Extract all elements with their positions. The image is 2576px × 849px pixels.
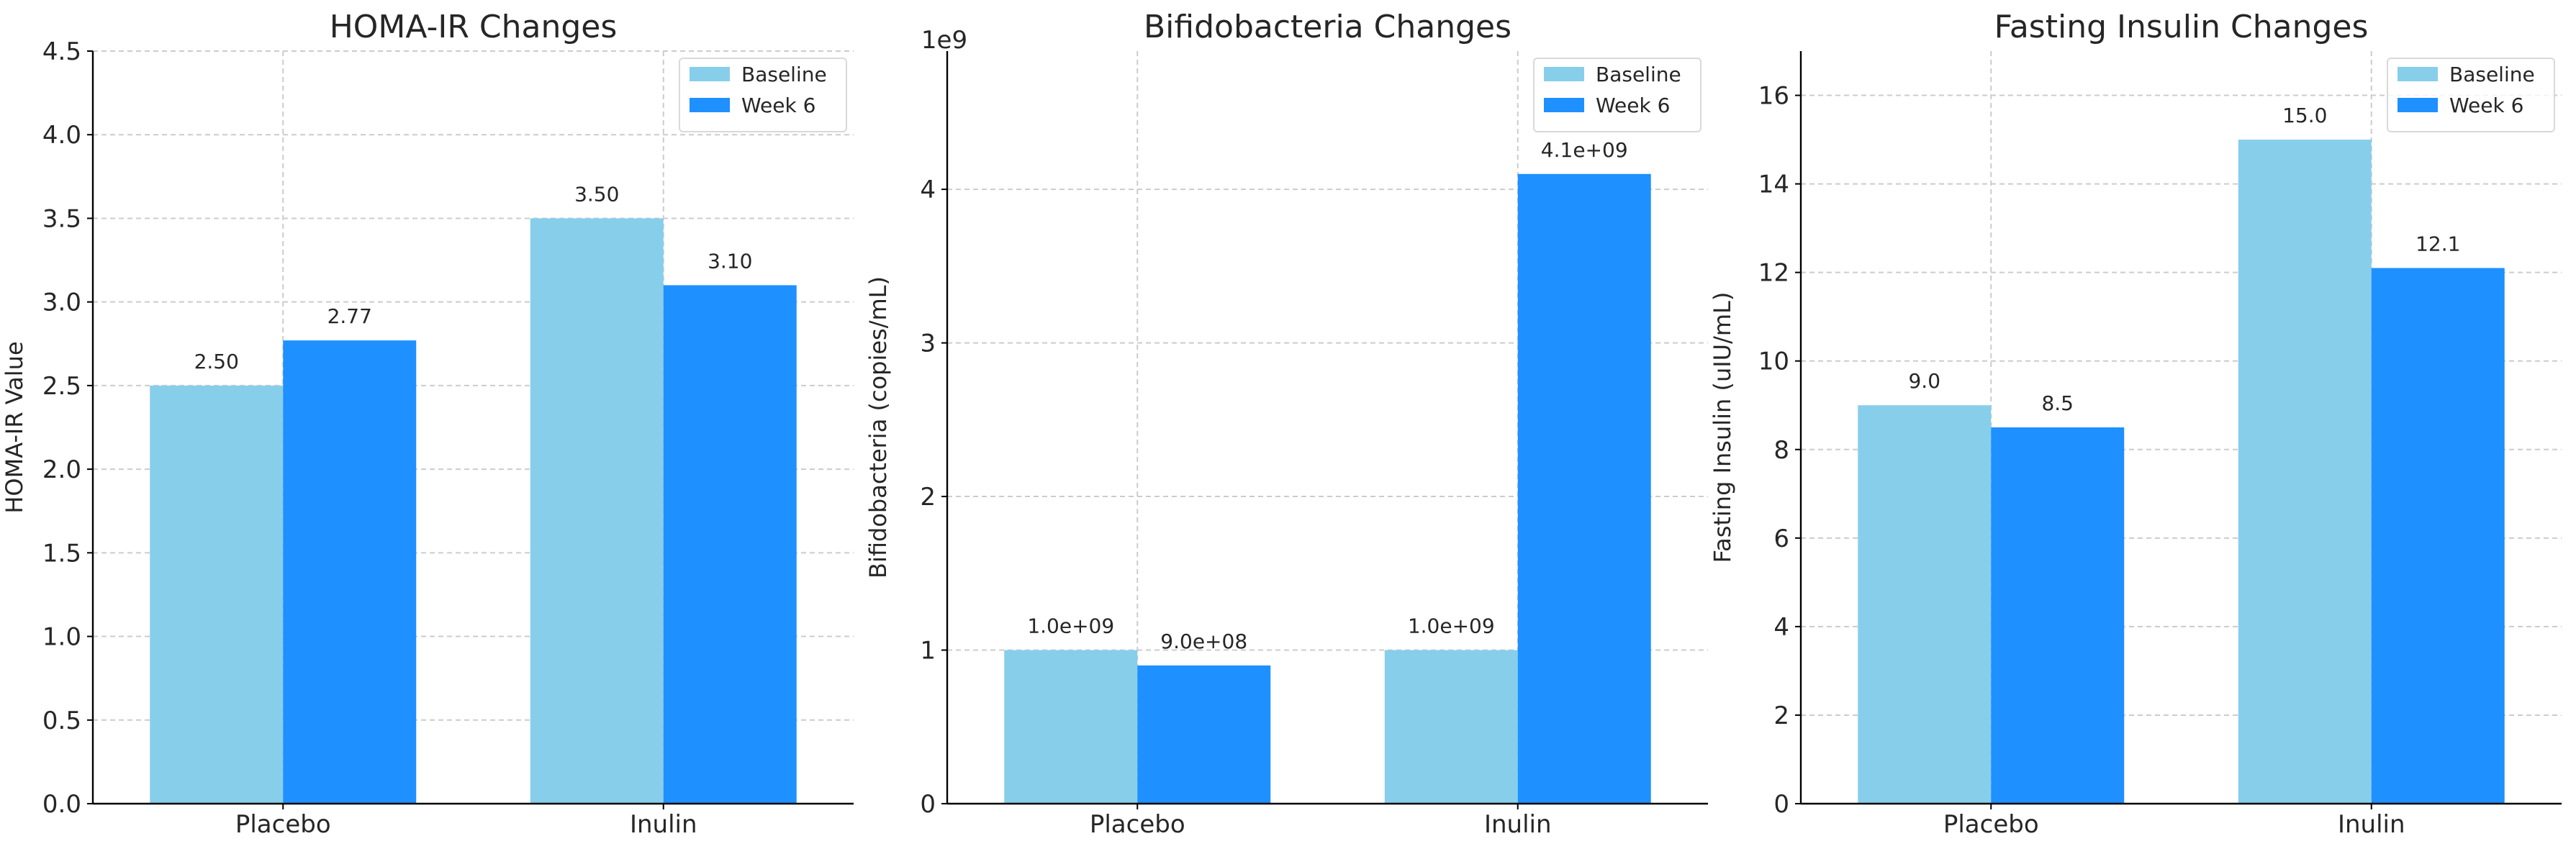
bar-week-6-inulin bbox=[663, 285, 797, 804]
data-label: 3.10 bbox=[708, 249, 752, 273]
y-tick-label: 0 bbox=[920, 790, 936, 819]
fasting-insulin-chart: 9.0 15.0 8.5 12.1 0 2 4 6 8 10 12 14 16 Placebo Inulin… bbox=[1709, 9, 2562, 839]
data-label: 3.50 bbox=[574, 182, 619, 206]
y-tick-label: 16 bbox=[1758, 82, 1789, 111]
y-tick-label: 2.0 bbox=[42, 455, 81, 484]
x-tick-label: Placebo bbox=[1943, 810, 2039, 839]
bar-baseline-inulin bbox=[2238, 140, 2372, 804]
axis-multiplier: 1e9 bbox=[921, 26, 967, 55]
y-axis-label: HOMA-IR Value bbox=[1, 341, 28, 513]
y-tick-label: 2 bbox=[1773, 702, 1789, 730]
y-tick-label: 0.5 bbox=[42, 707, 81, 735]
data-label: 8.5 bbox=[2041, 391, 2074, 415]
legend: Baseline Week 6 bbox=[679, 58, 847, 132]
x-tick-label: Placebo bbox=[1090, 810, 1185, 839]
homa-ir-chart: 2.50 3.50 2.77 3.10 0.0 0.5 1.0 1.5 2.0 2.5 3.0 3.5… bbox=[1, 9, 854, 839]
data-label: 2.50 bbox=[194, 350, 239, 373]
bar-week-6-placebo bbox=[283, 340, 417, 804]
legend-label: Baseline bbox=[2449, 63, 2535, 86]
legend-label: Week 6 bbox=[1596, 94, 1670, 117]
bar-baseline-inulin bbox=[530, 218, 664, 804]
legend-swatch-week-6 bbox=[690, 98, 730, 112]
bar-baseline-placebo bbox=[1858, 405, 1992, 804]
y-tick-label: 1.5 bbox=[42, 539, 81, 568]
y-tick-label: 4.0 bbox=[42, 121, 81, 150]
y-tick-label: 3 bbox=[920, 330, 936, 358]
y-axis-label: Bifidobacteria (copies/mL) bbox=[864, 276, 892, 578]
x-tick-label: Inulin bbox=[630, 810, 697, 839]
legend-swatch-baseline bbox=[1544, 67, 1584, 81]
bifidobacteria-chart: 1.0e+09 1.0e+09 9.0e+08 4.1e+09 0 1 2 3 4 Placebo… bbox=[864, 9, 1708, 839]
bar-baseline-inulin bbox=[1384, 650, 1518, 804]
legend-label: Week 6 bbox=[2449, 94, 2523, 117]
data-label: 1.0e+09 bbox=[1027, 614, 1114, 638]
y-tick-label: 4 bbox=[1773, 613, 1789, 642]
x-tick-label: Placebo bbox=[235, 810, 331, 839]
legend-swatch-week-6 bbox=[1544, 98, 1584, 112]
x-tick-label: Inulin bbox=[2338, 810, 2405, 839]
legend: Baseline Week 6 bbox=[2387, 58, 2555, 132]
y-tick-label: 6 bbox=[1773, 525, 1789, 553]
y-tick-label: 0 bbox=[1773, 790, 1789, 819]
legend-swatch-baseline bbox=[690, 67, 730, 81]
y-tick-label: 4 bbox=[920, 176, 936, 204]
y-axis-label: Fasting Insulin (uIU/mL) bbox=[1709, 292, 1736, 563]
data-label: 4.1e+09 bbox=[1541, 138, 1628, 162]
y-tick-label: 3.0 bbox=[42, 289, 81, 317]
data-label: 2.77 bbox=[327, 304, 372, 328]
y-tick-label: 1.0 bbox=[42, 623, 81, 652]
legend-label: Baseline bbox=[741, 63, 827, 86]
y-tick-label: 4.5 bbox=[42, 37, 81, 66]
chart-title: Fasting Insulin Changes bbox=[1994, 9, 2369, 45]
bar-baseline-placebo bbox=[150, 385, 284, 804]
legend-swatch-week-6 bbox=[2398, 98, 2438, 112]
y-tick-label: 10 bbox=[1758, 348, 1789, 376]
y-tick-label: 12 bbox=[1758, 259, 1789, 288]
y-tick-label: 3.5 bbox=[42, 204, 81, 233]
bar-week-6-placebo bbox=[1991, 427, 2125, 804]
data-label: 15.0 bbox=[2282, 104, 2327, 127]
bar-baseline-placebo bbox=[1004, 650, 1138, 804]
y-tick-label: 1 bbox=[920, 637, 936, 666]
y-tick-label: 14 bbox=[1758, 171, 1789, 199]
data-label: 9.0e+08 bbox=[1160, 630, 1247, 653]
legend-label: Week 6 bbox=[741, 94, 815, 117]
bar-week-6-inulin bbox=[1517, 173, 1651, 804]
chart-title: Bifidobacteria Changes bbox=[1144, 9, 1511, 45]
data-label: 1.0e+09 bbox=[1408, 614, 1495, 638]
bar-week-6-placebo bbox=[1137, 665, 1271, 804]
y-tick-label: 2.5 bbox=[42, 372, 81, 401]
data-label: 12.1 bbox=[2415, 232, 2460, 255]
x-tick-label: Inulin bbox=[1484, 810, 1552, 839]
y-tick-label: 8 bbox=[1773, 436, 1789, 465]
legend-label: Baseline bbox=[1596, 63, 1681, 86]
legend: Baseline Week 6 bbox=[1533, 58, 1701, 132]
legend-swatch-baseline bbox=[2398, 67, 2438, 81]
bar-week-6-inulin bbox=[2371, 268, 2505, 804]
y-tick-label: 0.0 bbox=[42, 790, 81, 819]
chart-title: HOMA-IR Changes bbox=[330, 9, 618, 45]
data-label: 9.0 bbox=[1908, 369, 1940, 393]
y-tick-label: 2 bbox=[920, 483, 936, 512]
